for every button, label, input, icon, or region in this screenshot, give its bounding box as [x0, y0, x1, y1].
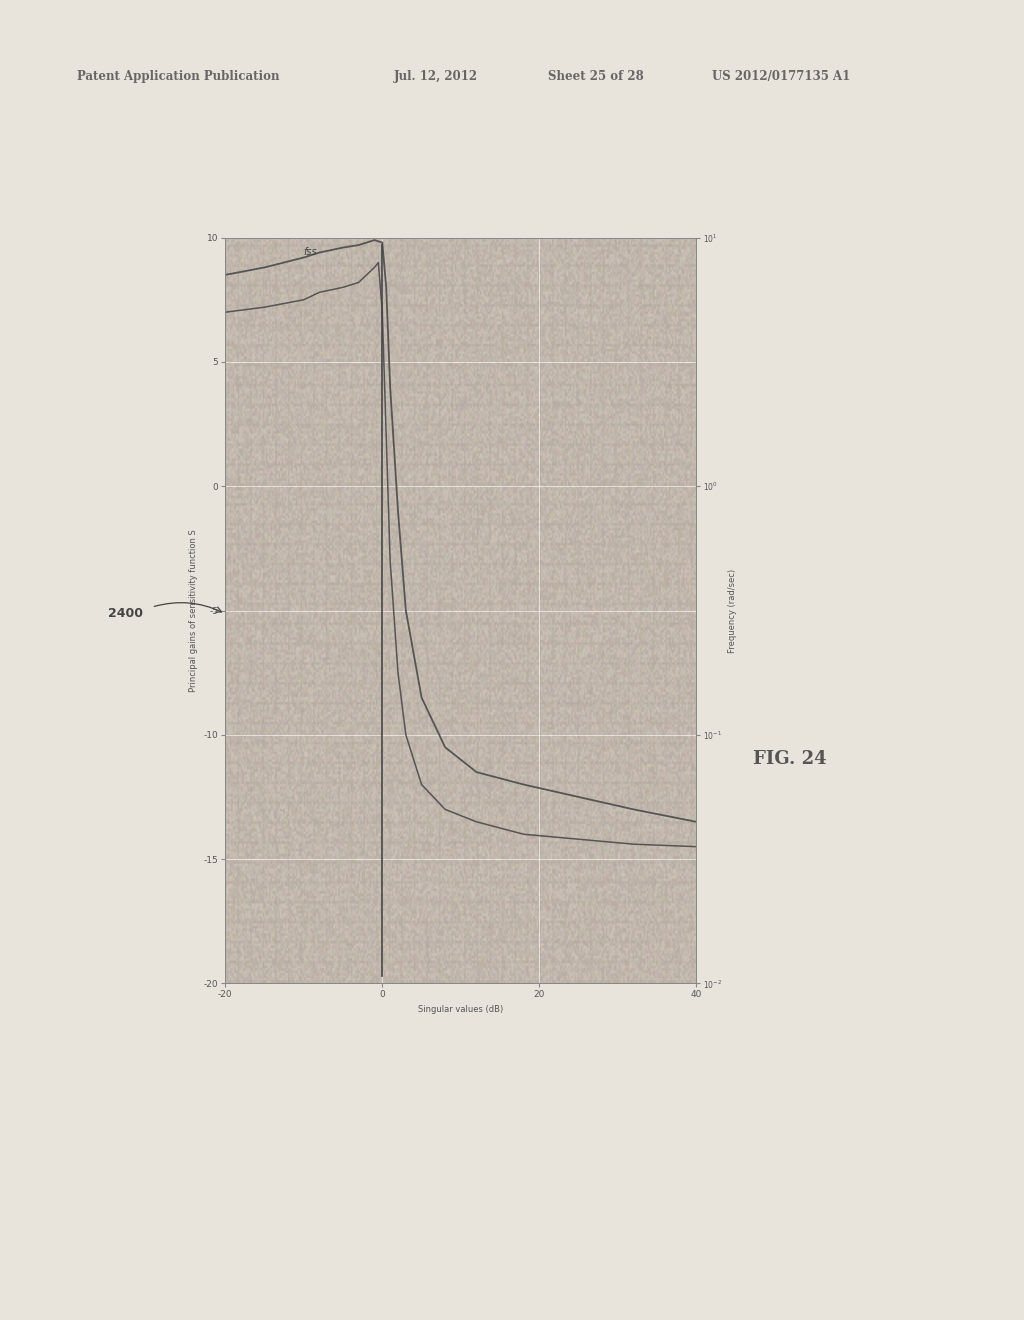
Text: Patent Application Publication: Patent Application Publication [77, 70, 280, 83]
Text: fss: fss [304, 247, 317, 257]
Text: 2400: 2400 [109, 607, 143, 620]
Y-axis label: Frequency (rad/sec): Frequency (rad/sec) [728, 569, 737, 652]
Text: US 2012/0177135 A1: US 2012/0177135 A1 [712, 70, 850, 83]
Y-axis label: Principal gains of sensitivity function S: Principal gains of sensitivity function … [189, 529, 198, 692]
X-axis label: Singular values (dB): Singular values (dB) [418, 1005, 504, 1014]
Text: Sheet 25 of 28: Sheet 25 of 28 [548, 70, 644, 83]
Text: FIG. 24: FIG. 24 [753, 750, 826, 768]
Text: Jul. 12, 2012: Jul. 12, 2012 [394, 70, 478, 83]
